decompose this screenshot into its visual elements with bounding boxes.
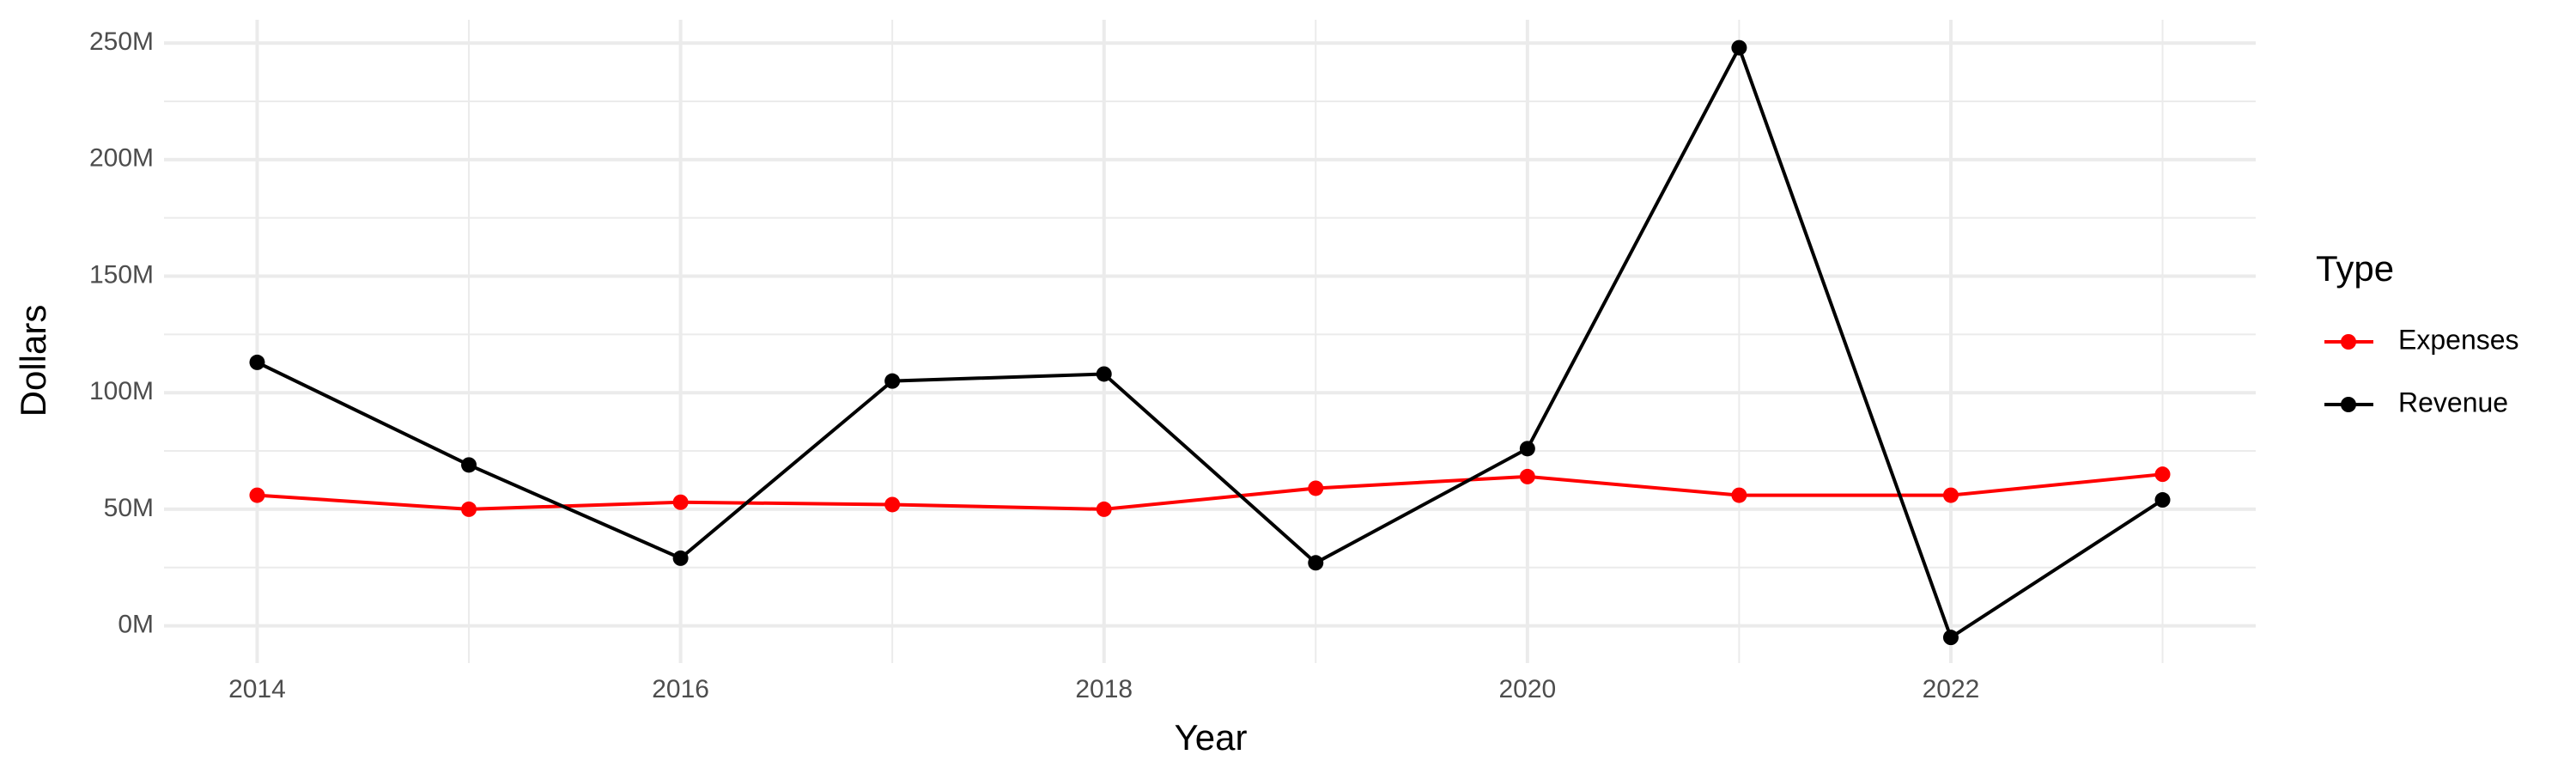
y-tick-label: 100M [89, 377, 154, 405]
data-point [2154, 466, 2171, 483]
series-line [256, 43, 2164, 641]
data-point [1942, 487, 1959, 503]
data-point [249, 487, 265, 503]
y-tick-label: 150M [89, 260, 154, 289]
legend-label: Expenses [2398, 324, 2519, 355]
legend-key-point [2341, 397, 2356, 412]
data-point [1096, 501, 1112, 517]
legend-title: Type [2316, 248, 2394, 289]
data-point [884, 496, 901, 513]
y-tick-label: 250M [89, 27, 154, 56]
data-point [884, 373, 901, 389]
data-point [1519, 468, 1535, 484]
data-point [1731, 40, 1747, 56]
data-point [1308, 480, 1324, 496]
data-point [1519, 441, 1535, 457]
data-point [672, 494, 689, 510]
y-tick-label: 0M [118, 611, 154, 639]
x-axis-title: Year [1175, 717, 1248, 758]
x-tick-label: 2022 [1923, 675, 1980, 703]
data-point [1308, 555, 1324, 571]
data-point [461, 501, 477, 517]
legend-label: Revenue [2398, 386, 2508, 417]
series-line [257, 472, 2163, 511]
y-tick-label: 50M [104, 494, 154, 522]
data-point [1942, 630, 1959, 646]
x-tick-label: 2020 [1498, 675, 1556, 703]
data-point [1731, 487, 1747, 503]
data-point [672, 550, 689, 566]
y-axis-title: Dollars [13, 305, 53, 417]
x-tick-label: 2018 [1075, 675, 1133, 703]
x-tick-label: 2016 [652, 675, 709, 703]
y-tick-label: 200M [89, 144, 154, 173]
legend-key-point [2341, 334, 2356, 350]
data-point [461, 457, 477, 473]
data-point [2154, 492, 2171, 508]
data-point [249, 354, 265, 370]
data-point [1096, 366, 1112, 382]
x-tick-label: 2014 [228, 675, 286, 703]
